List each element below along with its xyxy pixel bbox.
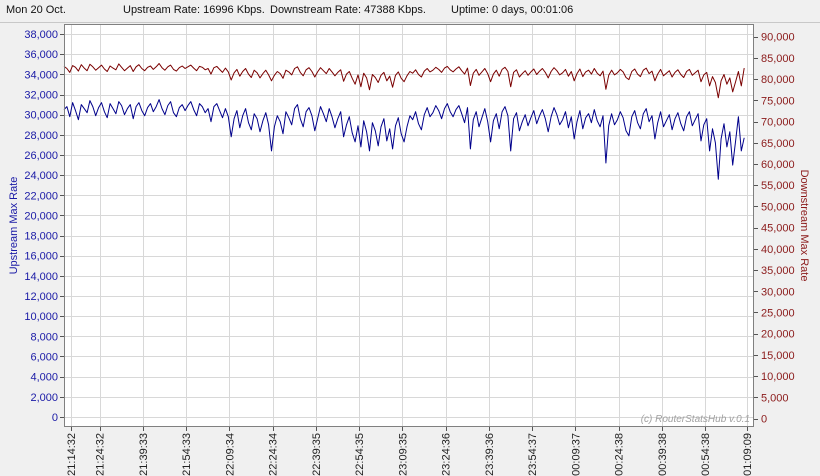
right-axis-tick-label: 40,000 [761,244,795,256]
plot-frame [64,24,754,427]
x-axis-tick-label: 21:39:33 [138,433,150,476]
right-axis-tick-label: 20,000 [761,329,795,341]
left-axis: 0 2,000 4,000 6,000 8,000 10,000 12,000 14,000 1… [24,29,64,424]
left-axis-tick-label: 4,000 [30,372,58,384]
x-axis-tick-label: 23:54:37 [527,433,539,476]
x-axis-tick-label: 22:54:35 [354,433,366,476]
grid [64,24,754,427]
right-axis-tick-label: 75,000 [761,95,795,107]
downstream-rate-label: Downstream Rate: 47388 Kbps. [270,4,426,16]
upstream-series-line [63,99,745,180]
left-axis-tick-label: 28,000 [24,130,58,142]
x-axis-tick-label: 00:54:38 [700,433,712,476]
x-axis-tick-label: 23:24:36 [441,433,453,476]
status-bar: Mon 20 Oct. Upstream Rate: 16996 Kbps. D… [0,0,820,23]
left-axis-tick-label: 18,000 [24,231,58,243]
right-axis-tick-label: 70,000 [761,117,795,129]
left-axis-tick-label: 16,000 [24,251,58,263]
x-axis-tick-label: 22:09:34 [224,433,236,476]
right-axis-tick-label: 45,000 [761,223,795,235]
left-axis-tick-label: 34,000 [24,69,58,81]
left-axis-tick-label: 12,000 [24,291,58,303]
right-axis-tick-label: 85,000 [761,53,795,65]
right-axis-tick-label: 35,000 [761,265,795,277]
right-axis-tick-label: 25,000 [761,307,795,319]
left-axis-tick-label: 14,000 [24,271,58,283]
x-axis-tick-label: 22:39:35 [311,433,323,476]
left-axis-tick-label: 6,000 [30,351,58,363]
x-axis-tick-label: 23:09:35 [397,433,409,476]
x-axis-tick-label: 01:09:09 [742,433,754,476]
left-axis-tick-label: 26,000 [24,150,58,162]
upstream-rate-label: Upstream Rate: 16996 Kbps. [123,4,265,16]
left-axis-tick-label: 8,000 [30,331,58,343]
x-axis-tick-label: 00:24:38 [614,433,626,476]
left-axis-tick-label: 20,000 [24,210,58,222]
right-axis-tick-label: 65,000 [761,138,795,150]
left-axis-tick-label: 38,000 [24,29,58,41]
left-axis-tick-label: 22,000 [24,190,58,202]
right-axis-tick-label: 55,000 [761,180,795,192]
left-axis-tick-label: 0 [52,412,58,424]
right-axis-tick-label: 10,000 [761,371,795,383]
date-label: Mon 20 Oct. [6,4,66,16]
right-axis-tick-label: 90,000 [761,32,795,44]
left-axis-tick-label: 36,000 [24,49,58,61]
right-axis-tick-label: 50,000 [761,201,795,213]
x-axis-tick-label: 00:39:38 [657,433,669,476]
left-axis-tick-label: 2,000 [30,392,58,404]
right-axis-tick-label: 80,000 [761,74,795,86]
right-axis-tick-label: 5,000 [761,392,789,404]
right-axis: 0 5,000 10,000 15,000 20,000 25,000 30,000 35,0… [754,32,795,426]
uptime-label: Uptime: 0 days, 00:01:06 [451,4,574,16]
right-axis-tick-label: 15,000 [761,350,795,362]
left-axis-tick-label: 24,000 [24,170,58,182]
left-axis-tick-label: 30,000 [24,110,58,122]
right-axis-label: Downstream Max Rate [798,170,810,282]
x-axis-tick-label: 22:24:34 [268,433,280,476]
series-layer [63,63,745,180]
x-axis-tick-label: 00:09:37 [570,433,582,476]
right-axis-tick-label: 30,000 [761,286,795,298]
x-axis: 21:14:32 21:24:32 21:39:33 21:54:33 22:09:34… [66,427,754,476]
watermark: (c) RouterStatsHub v.0.1 [641,414,750,425]
x-axis-tick-label: 21:24:32 [95,433,107,476]
left-axis-label: Upstream Max Rate [8,177,20,275]
right-axis-tick-label: 60,000 [761,159,795,171]
plot-area [64,24,754,427]
x-axis-tick-label: 21:54:33 [181,433,193,476]
x-axis-tick-label: 21:14:32 [66,433,78,476]
x-axis-tick-label: 23:39:36 [484,433,496,476]
left-axis-tick-label: 32,000 [24,90,58,102]
downstream-series-line [63,63,745,99]
right-axis-tick-label: 0 [761,414,767,426]
left-axis-tick-label: 10,000 [24,311,58,323]
